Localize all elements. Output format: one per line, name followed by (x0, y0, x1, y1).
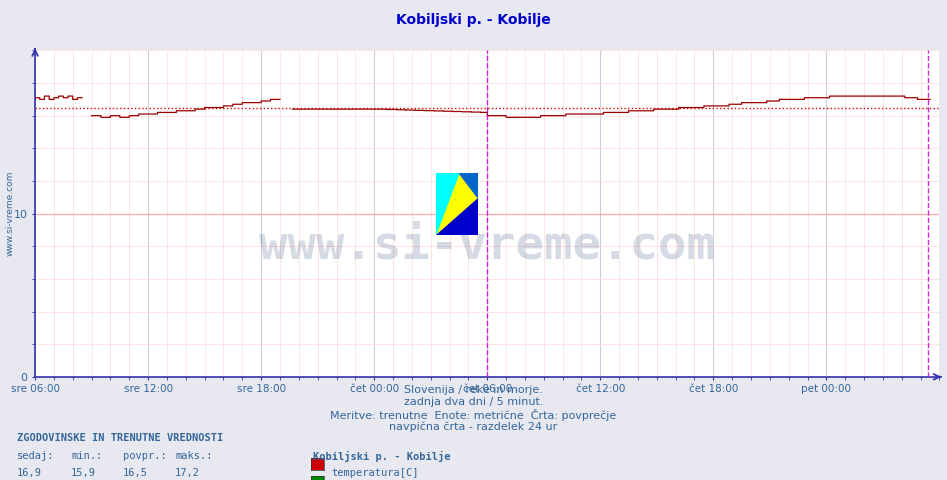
Text: www.si-vreme.com: www.si-vreme.com (6, 171, 14, 256)
Text: temperatura[C]: temperatura[C] (331, 468, 419, 479)
Text: Kobiljski p. - Kobilje: Kobiljski p. - Kobilje (313, 451, 450, 462)
Text: ZGODOVINSKE IN TRENUTNE VREDNOSTI: ZGODOVINSKE IN TRENUTNE VREDNOSTI (17, 433, 223, 443)
Text: navpična črta - razdelek 24 ur: navpična črta - razdelek 24 ur (389, 421, 558, 432)
Text: sedaj:: sedaj: (17, 451, 55, 461)
Text: povpr.:: povpr.: (123, 451, 167, 461)
Text: 15,9: 15,9 (71, 468, 96, 479)
Text: Slovenija / reke in morje.: Slovenija / reke in morje. (404, 385, 543, 395)
Text: 17,2: 17,2 (175, 468, 200, 479)
Text: Meritve: trenutne  Enote: metrične  Črta: povprečje: Meritve: trenutne Enote: metrične Črta: … (331, 409, 616, 421)
Text: min.:: min.: (71, 451, 102, 461)
Text: maks.:: maks.: (175, 451, 213, 461)
Polygon shape (436, 173, 459, 235)
Text: Kobiljski p. - Kobilje: Kobiljski p. - Kobilje (396, 13, 551, 27)
Text: 16,9: 16,9 (17, 468, 42, 479)
Text: zadnja dva dni / 5 minut.: zadnja dva dni / 5 minut. (403, 397, 544, 408)
Polygon shape (459, 173, 478, 198)
Polygon shape (436, 198, 478, 235)
Text: 16,5: 16,5 (123, 468, 148, 479)
Text: www.si-vreme.com: www.si-vreme.com (259, 224, 715, 269)
